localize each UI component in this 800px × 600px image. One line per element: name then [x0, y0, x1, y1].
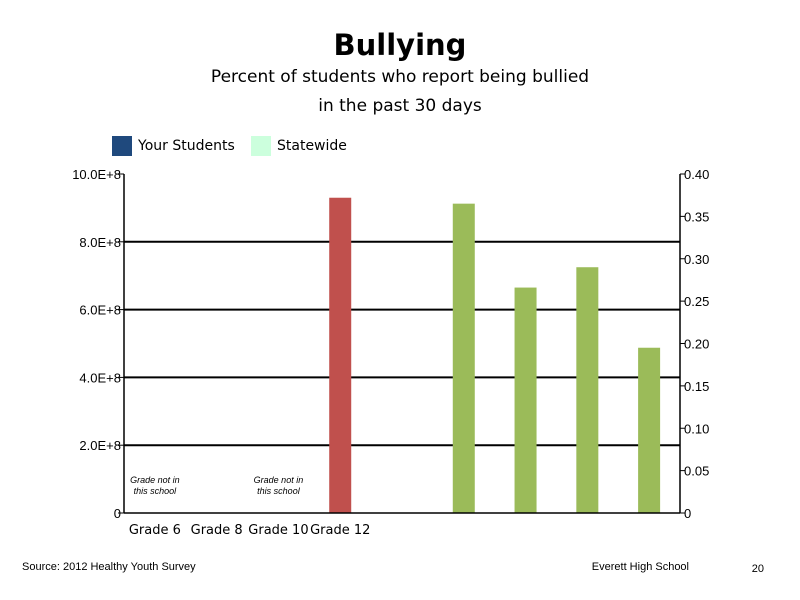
page-number: 20	[751, 563, 764, 575]
left-axis-tick-label: 2.0E+8	[79, 438, 121, 453]
right-axis-tick-label: 0.20	[684, 337, 709, 352]
x-axis-category-label: Grade 8	[191, 523, 243, 538]
right-axis-tick-label: 0	[684, 506, 691, 521]
left-axis-tick-label: 6.0E+8	[79, 303, 121, 318]
left-axis-tick-label: 10.0E+8	[72, 167, 121, 182]
chart-subtitle-line-2: in the past 30 days	[318, 96, 482, 116]
right-axis-tick-label: 0.10	[684, 421, 709, 436]
x-axis-category-label: Grade 10	[248, 523, 308, 538]
right-axis-tick-label: 0.15	[684, 379, 709, 394]
grade-note-text: Grade not in	[254, 475, 304, 485]
grade-note-text: this school	[134, 486, 178, 496]
right-axis-tick-label: 0.25	[684, 294, 709, 309]
legend-item-statewide: Statewide	[251, 136, 347, 156]
x-axis-category-label: Grade 6	[129, 523, 181, 538]
x-axis-category-label: Grade 12	[310, 523, 370, 538]
right-axis-tick-label: 0.05	[684, 464, 709, 479]
grade-note-text: Grade not in	[130, 475, 180, 485]
right-axis-tick-label: 0.30	[684, 252, 709, 267]
bar-4	[576, 267, 599, 513]
source-note: Source: 2012 Healthy Youth Survey	[22, 561, 196, 573]
chart-subtitle-line-1: Percent of students who report being bul…	[210, 67, 590, 87]
left-axis-tick-label: 8.0E+8	[79, 235, 121, 250]
left-axis-tick-label: 4.0E+8	[79, 370, 121, 385]
chart-title: Bullying	[333, 28, 467, 62]
legend-swatch-statewide	[251, 136, 271, 156]
school-name: Everett High School	[591, 561, 689, 573]
bar-5	[638, 347, 661, 513]
bar-1	[329, 197, 352, 514]
right-axis-tick-label: 0.35	[684, 209, 709, 224]
legend-item-your-students: Your Students	[112, 136, 235, 156]
left-axis-tick-label: 0	[114, 506, 121, 521]
right-axis-tick-label: 0.40	[684, 167, 709, 182]
legend-label-statewide: Statewide	[277, 138, 347, 154]
legend-swatch-your-students	[112, 136, 132, 156]
bar-3	[514, 287, 537, 513]
grade-note-text: this school	[257, 486, 301, 496]
legend-label-your-students: Your Students	[138, 138, 235, 154]
bar-2	[452, 203, 475, 513]
